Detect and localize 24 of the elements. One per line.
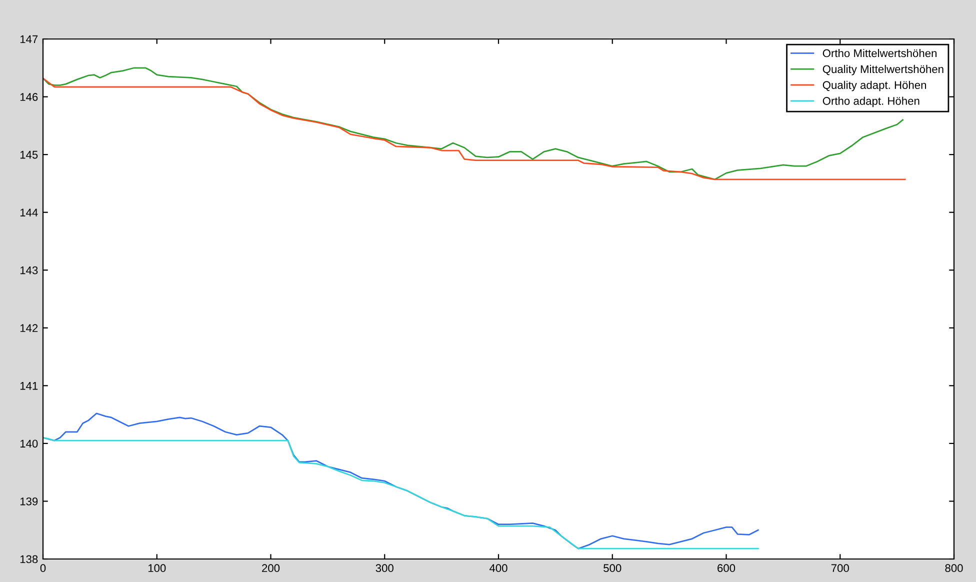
- legend-label: Quality adapt. Höhen: [822, 80, 926, 92]
- legend-label: Quality Mittelwertshöhen: [822, 64, 944, 76]
- line-series: [43, 436, 759, 550]
- y-tick-label: 143: [20, 266, 38, 274]
- y-tick-label: 141: [20, 382, 38, 390]
- legend-label: Ortho Mittelwertshöhen: [822, 49, 936, 58]
- x-tick-label: 200: [262, 564, 280, 572]
- y-tick-label: 140: [20, 440, 38, 448]
- y-tick-label: 145: [20, 150, 38, 159]
- legend-label: Ortho adapt. Höhen: [822, 96, 920, 108]
- x-tick-label: 500: [604, 564, 622, 572]
- y-tick-label: 144: [20, 208, 38, 216]
- y-tick-label: 139: [20, 497, 38, 506]
- x-tick-label: 0: [40, 564, 46, 572]
- x-tick-label: 300: [376, 564, 394, 572]
- x-tick-label: 700: [831, 564, 849, 572]
- y-tick-label: 138: [20, 555, 38, 564]
- x-tick-label: 800: [945, 564, 963, 572]
- x-tick-label: 100: [148, 564, 166, 572]
- y-tick-label: 142: [20, 324, 38, 332]
- y-tick-label: 146: [20, 93, 38, 101]
- y-tick-label: 147: [20, 35, 38, 44]
- x-tick-label: 600: [718, 564, 736, 572]
- x-tick-label: 400: [489, 564, 508, 572]
